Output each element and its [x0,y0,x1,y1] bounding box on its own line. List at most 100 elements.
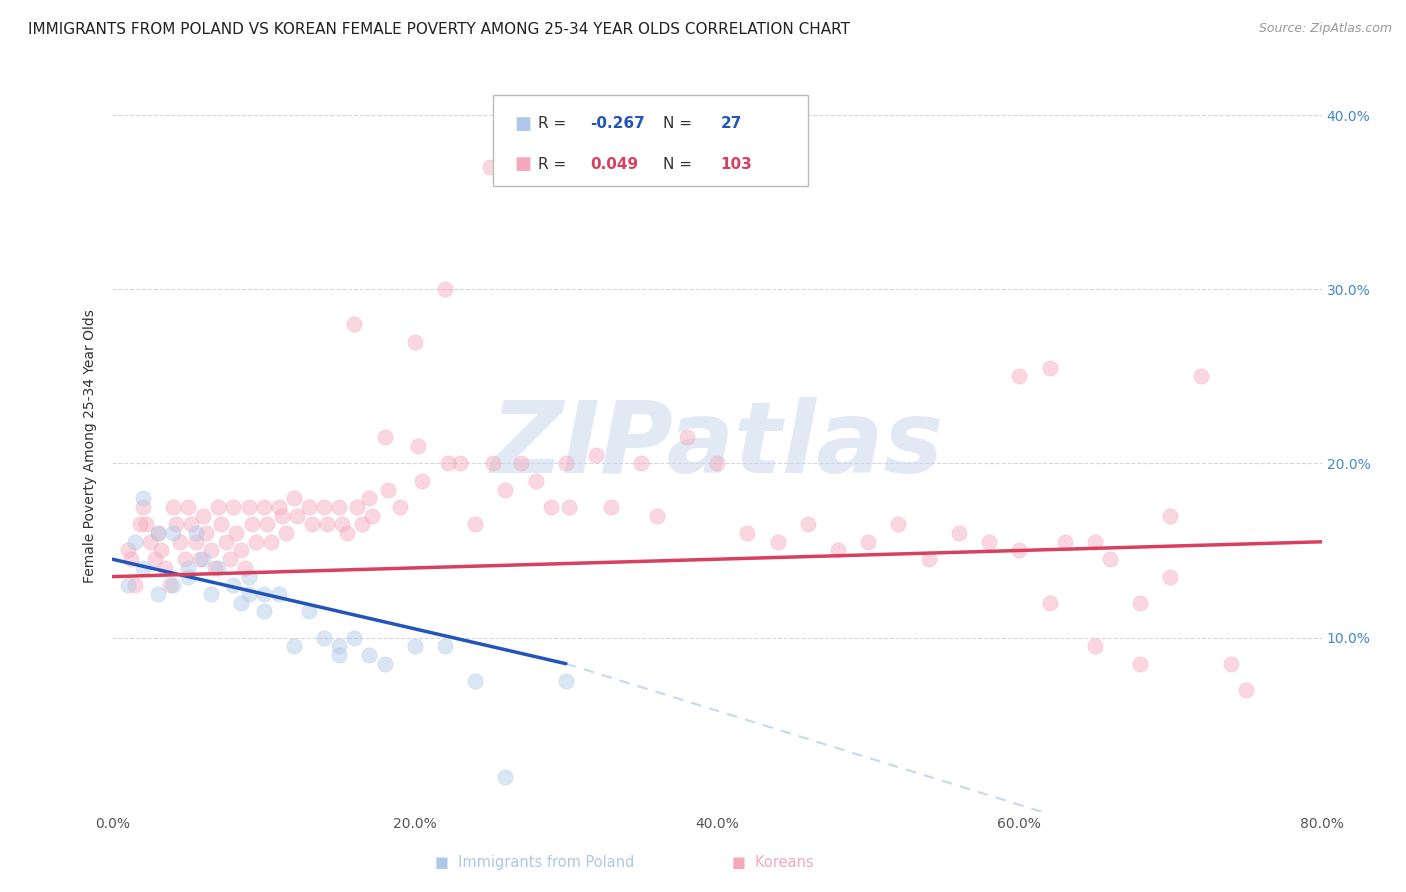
Y-axis label: Female Poverty Among 25-34 Year Olds: Female Poverty Among 25-34 Year Olds [83,309,97,583]
Text: N =: N = [662,157,696,171]
Text: 103: 103 [721,157,752,171]
Point [585,448,607,462]
Point [124,534,146,549]
Point [169,534,191,549]
Point [135,517,157,532]
Point [1159,508,1181,523]
Point [449,457,471,471]
Point [346,500,368,514]
Point [359,491,381,506]
Point [434,640,457,654]
Point [404,640,426,654]
Point [260,534,283,549]
Text: IMMIGRANTS FROM POLAND VS KOREAN FEMALE POVERTY AMONG 25-34 YEAR OLDS CORRELATIO: IMMIGRANTS FROM POLAND VS KOREAN FEMALE … [28,22,851,37]
Text: Source: ZipAtlas.com: Source: ZipAtlas.com [1258,22,1392,36]
Point [139,534,162,549]
Point [343,317,366,331]
Text: ■: ■ [515,115,531,133]
Point [434,282,457,296]
Point [554,674,576,689]
Point [256,517,278,532]
Point [177,500,200,514]
Point [184,534,207,549]
Point [276,526,298,541]
Point [766,534,789,549]
Point [524,474,547,488]
Point [374,657,396,671]
Point [238,500,260,514]
Point [1099,552,1122,566]
Text: -0.267: -0.267 [591,116,645,131]
Text: R =: R = [538,157,571,171]
Point [240,517,263,532]
Point [253,604,276,618]
Point [827,543,849,558]
Point [361,508,384,523]
Point [132,491,155,506]
Point [316,517,339,532]
Point [630,457,652,471]
Point [146,526,169,541]
Point [195,526,218,541]
Point [165,517,187,532]
Point [215,534,238,549]
Point [301,517,323,532]
Point [253,500,276,514]
Point [404,334,426,349]
Point [1038,596,1062,610]
Text: ■  Immigrants from Poland: ■ Immigrants from Poland [434,855,634,870]
Point [174,552,197,566]
Point [285,508,308,523]
Point [314,631,336,645]
Point [343,631,366,645]
Point [177,569,200,583]
Point [377,483,399,497]
Point [238,569,260,583]
Point [887,517,910,532]
Point [858,534,880,549]
Point [229,596,252,610]
Point [180,517,202,532]
Point [283,491,305,506]
Point [177,561,200,575]
Point [225,526,247,541]
Point [235,561,257,575]
Point [1008,369,1031,384]
Text: R =: R = [538,116,571,131]
Point [388,500,411,514]
Point [270,508,292,523]
Point [143,552,166,566]
Point [676,430,699,444]
Point [328,640,350,654]
Point [155,561,177,575]
Point [124,578,146,592]
Point [200,587,222,601]
Point [406,439,429,453]
Point [509,457,531,471]
Point [219,552,242,566]
Point [162,578,184,592]
Point [796,517,818,532]
Point [146,587,169,601]
Point [267,587,290,601]
Text: ■  Koreans: ■ Koreans [733,855,814,870]
Text: N =: N = [662,116,696,131]
Point [554,457,576,471]
Point [1053,534,1076,549]
Point [159,578,181,592]
Point [706,457,728,471]
Point [1159,569,1181,583]
Point [1189,369,1212,384]
Point [146,526,169,541]
Point [1038,360,1062,375]
Point [162,500,184,514]
Point [128,517,150,532]
Text: ZIPatlas: ZIPatlas [491,398,943,494]
Point [184,526,207,541]
Point [979,534,1001,549]
Point [328,500,350,514]
Point [222,578,245,592]
Point [1220,657,1243,671]
Point [328,648,350,662]
Point [600,500,623,514]
